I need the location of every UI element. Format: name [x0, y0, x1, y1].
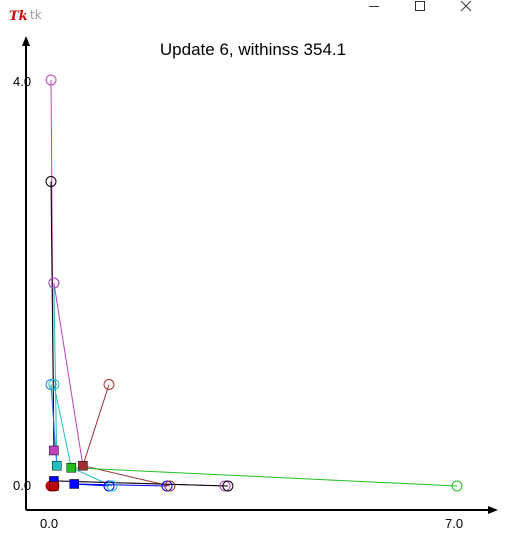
assignment-line-6 — [82, 384, 110, 466]
minimize-button[interactable] — [368, 0, 414, 31]
assignment-line-2 — [53, 282, 58, 466]
assignment-line-1 — [50, 181, 55, 451]
centroid-2 — [66, 462, 77, 473]
close-icon — [460, 0, 472, 12]
assignment-line-9 — [74, 483, 168, 487]
y-axis-arrow — [22, 36, 30, 46]
y-tick-label-top: 4.0 — [13, 74, 31, 89]
assignment-line-12 — [53, 480, 228, 487]
centroid-6 — [49, 481, 59, 491]
assignment-line-5 — [53, 384, 72, 468]
assignment-line-3 — [53, 282, 84, 466]
assignment-lines — [50, 79, 458, 487]
data-point-0 — [45, 74, 57, 86]
centroid-1 — [52, 460, 62, 471]
assignment-line-13 — [71, 467, 458, 487]
data-point-11 — [219, 480, 231, 492]
data-point-7 — [103, 480, 115, 492]
centroid-3 — [78, 460, 88, 471]
centroid-4 — [69, 479, 79, 489]
x-tick-label-left: 0.0 — [40, 516, 58, 531]
maximize-button[interactable] — [414, 0, 460, 31]
data-point-5 — [48, 379, 60, 390]
data-point-1 — [45, 176, 57, 187]
svg-text:Tk: Tk — [9, 9, 27, 23]
data-point-9 — [161, 480, 173, 492]
x-tick-label-right: 7.0 — [445, 516, 463, 531]
x-axis-arrow — [488, 506, 498, 514]
data-point-8 — [106, 480, 118, 492]
tk-feather-icon: Tk — [9, 9, 27, 23]
plot-canvas[interactable] — [0, 31, 506, 536]
minimize-icon — [369, 6, 379, 7]
window-title: tk — [30, 8, 42, 22]
data-point-6 — [103, 379, 115, 390]
plot-title: Update 6, withinss 354.1 — [159, 40, 347, 59]
maximize-icon — [415, 1, 425, 11]
data-point-4 — [45, 379, 57, 390]
data-point-3 — [48, 277, 60, 289]
data-point-12 — [222, 480, 234, 492]
centroid-0 — [49, 445, 59, 456]
close-button[interactable] — [460, 0, 506, 31]
y-tick-label-bottom: 0.0 — [13, 478, 31, 493]
centroids — [49, 445, 88, 491]
data-point-13 — [451, 480, 463, 492]
data-point-10 — [164, 480, 176, 492]
data-points — [45, 74, 463, 492]
axes: 4.0 0.0 0.0 7.0 — [13, 36, 498, 531]
